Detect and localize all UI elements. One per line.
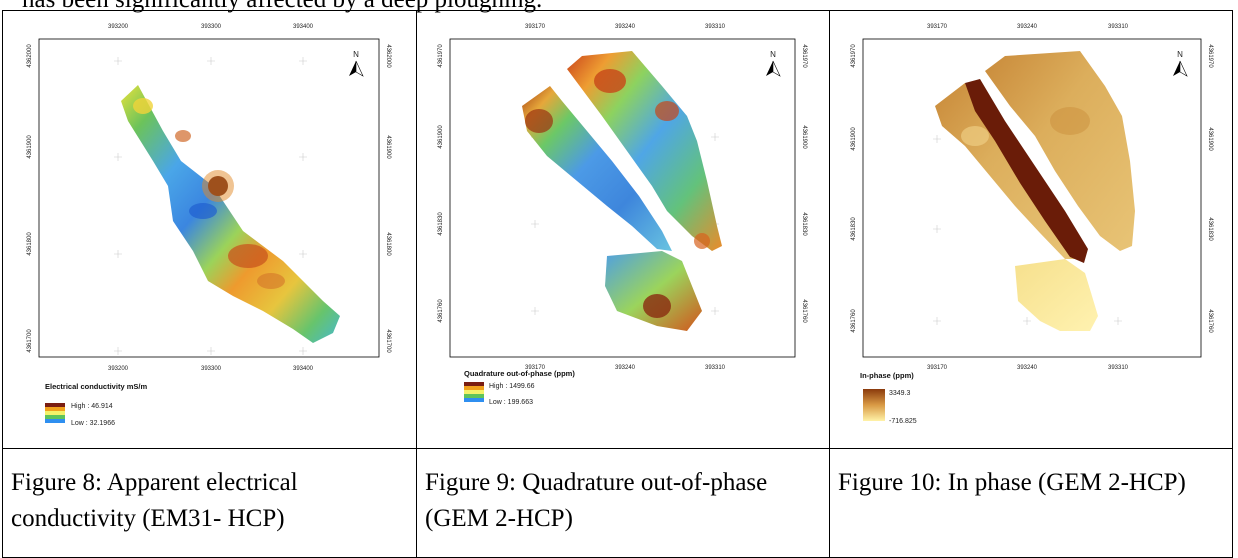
- north-label: N: [770, 50, 776, 59]
- figure-table: 393200 393300 393400 393200 393300 39340…: [2, 10, 1233, 558]
- legend-title: Quadrature out-of-phase (ppm): [464, 369, 575, 378]
- x-tick-top: 393240: [1017, 24, 1038, 30]
- figure-10-caption: Figure 10: In phase (GEM 2-HCP): [838, 469, 1186, 496]
- legend-high: High : 1499.66: [489, 383, 535, 390]
- y-tick-right: 4361700: [385, 329, 391, 353]
- y-tick-right: 4361830: [801, 212, 807, 236]
- figure-9-caption: Figure 9: Quadrature out-of-phase (GEM 2…: [425, 469, 768, 532]
- x-tick-top: 393200: [108, 24, 129, 30]
- ramp-swatch: [464, 394, 484, 398]
- y-tick-left: 4361900: [27, 135, 33, 159]
- legend-high: High : 46.914: [71, 403, 113, 410]
- x-tick-bottom: 393310: [1108, 365, 1129, 371]
- x-tick-bottom: 393400: [293, 366, 314, 372]
- ramp-swatch: [45, 403, 65, 407]
- x-tick-top: 393400: [293, 24, 314, 30]
- north-label: N: [353, 50, 359, 59]
- y-tick-right: 4361830: [1207, 217, 1213, 241]
- y-tick-left: 4361900: [851, 127, 857, 151]
- y-tick-right: 4361760: [1207, 309, 1213, 333]
- figure-10-caption-cell: Figure 10: In phase (GEM 2-HCP): [829, 448, 1233, 558]
- x-tick-top: 393240: [615, 24, 636, 30]
- figure-8-caption: Figure 8: Apparent electrical conductivi…: [11, 469, 298, 532]
- x-tick-bottom: 393300: [201, 366, 222, 372]
- legend-title: Electrical conductivity mS/m: [45, 382, 147, 391]
- ramp-swatch: [45, 407, 65, 411]
- y-tick-left: 4361760: [851, 309, 857, 333]
- figure-9-map: 393170 393240 393310 393170 393240 39331…: [438, 24, 807, 406]
- legend-low: -716.825: [889, 418, 917, 425]
- color-ramp: [863, 389, 885, 421]
- color-ramp: [45, 403, 65, 423]
- legend-high: 3349.3: [889, 390, 911, 397]
- y-tick-right: 4361900: [801, 125, 807, 149]
- ramp-swatch: [45, 411, 65, 415]
- ramp-swatch: [464, 386, 484, 390]
- body-text-line: has been significantly affected by a dee…: [22, 0, 542, 14]
- y-tick-left: 4361830: [438, 212, 444, 236]
- color-ramp: [464, 382, 484, 402]
- figure-9-map-cell: 393170 393240 393310 393170 393240 39331…: [416, 10, 830, 449]
- legend-low: Low : 199.663: [489, 399, 533, 406]
- figure-10-map-cell: 393170 393240 393310 393170 393240 39331…: [829, 10, 1233, 449]
- y-tick-left: 4361760: [438, 299, 444, 323]
- figure-9-caption-cell: Figure 9: Quadrature out-of-phase (GEM 2…: [416, 448, 830, 558]
- x-tick-top: 393310: [705, 24, 726, 30]
- ramp-swatch: [464, 382, 484, 386]
- y-tick-left: 4361970: [438, 44, 444, 68]
- x-tick-bottom: 393200: [108, 366, 129, 372]
- y-tick-right: 4361760: [801, 299, 807, 323]
- north-arrow-icon: [1173, 61, 1180, 76]
- y-tick-left: 4361900: [438, 125, 444, 149]
- y-tick-right: 4361970: [1207, 44, 1213, 68]
- ramp-swatch: [45, 419, 65, 423]
- north-arrow-icon: [766, 61, 773, 76]
- y-tick-left: 4361970: [851, 44, 857, 68]
- north-arrow-icon: [349, 61, 356, 76]
- x-tick-bottom: 393240: [615, 365, 636, 371]
- y-tick-right: 4361970: [801, 44, 807, 68]
- conductivity-raster: [121, 85, 340, 343]
- figure-8-map-cell: 393200 393300 393400 393200 393300 39340…: [2, 10, 417, 449]
- y-tick-left: 4362000: [27, 44, 33, 68]
- y-tick-right: 4361900: [1207, 127, 1213, 151]
- legend-title: In-phase (ppm): [860, 371, 914, 380]
- y-tick-left: 4361800: [27, 232, 33, 256]
- in-phase-raster: [935, 51, 1135, 331]
- x-tick-bottom: 393240: [1017, 365, 1038, 371]
- y-tick-right: 4362000: [385, 44, 391, 68]
- ramp-swatch: [464, 390, 484, 394]
- ramp-swatch: [464, 398, 484, 402]
- figure-8-map: 393200 393300 393400 393200 393300 39340…: [27, 24, 391, 427]
- y-tick-right: 4361800: [385, 232, 391, 256]
- y-tick-left: 4361700: [27, 329, 33, 353]
- x-tick-top: 393300: [201, 24, 222, 30]
- figure-10-map: 393170 393240 393310 393170 393240 39331…: [851, 24, 1213, 425]
- y-tick-right: 4361900: [385, 135, 391, 159]
- quadrature-raster: [522, 51, 722, 331]
- x-tick-top: 393170: [525, 24, 546, 30]
- x-tick-top: 393310: [1108, 24, 1129, 30]
- figure-8-caption-cell: Figure 8: Apparent electrical conductivi…: [2, 448, 417, 558]
- ramp-swatch: [45, 415, 65, 419]
- legend-low: Low : 32.1966: [71, 420, 115, 427]
- grid-crosses: [114, 57, 307, 355]
- x-tick-top: 393170: [927, 24, 948, 30]
- x-tick-bottom: 393310: [705, 365, 726, 371]
- y-tick-left: 4361830: [851, 217, 857, 241]
- north-label: N: [1177, 50, 1183, 59]
- x-tick-bottom: 393170: [927, 365, 948, 371]
- x-tick-bottom: 393170: [525, 365, 546, 371]
